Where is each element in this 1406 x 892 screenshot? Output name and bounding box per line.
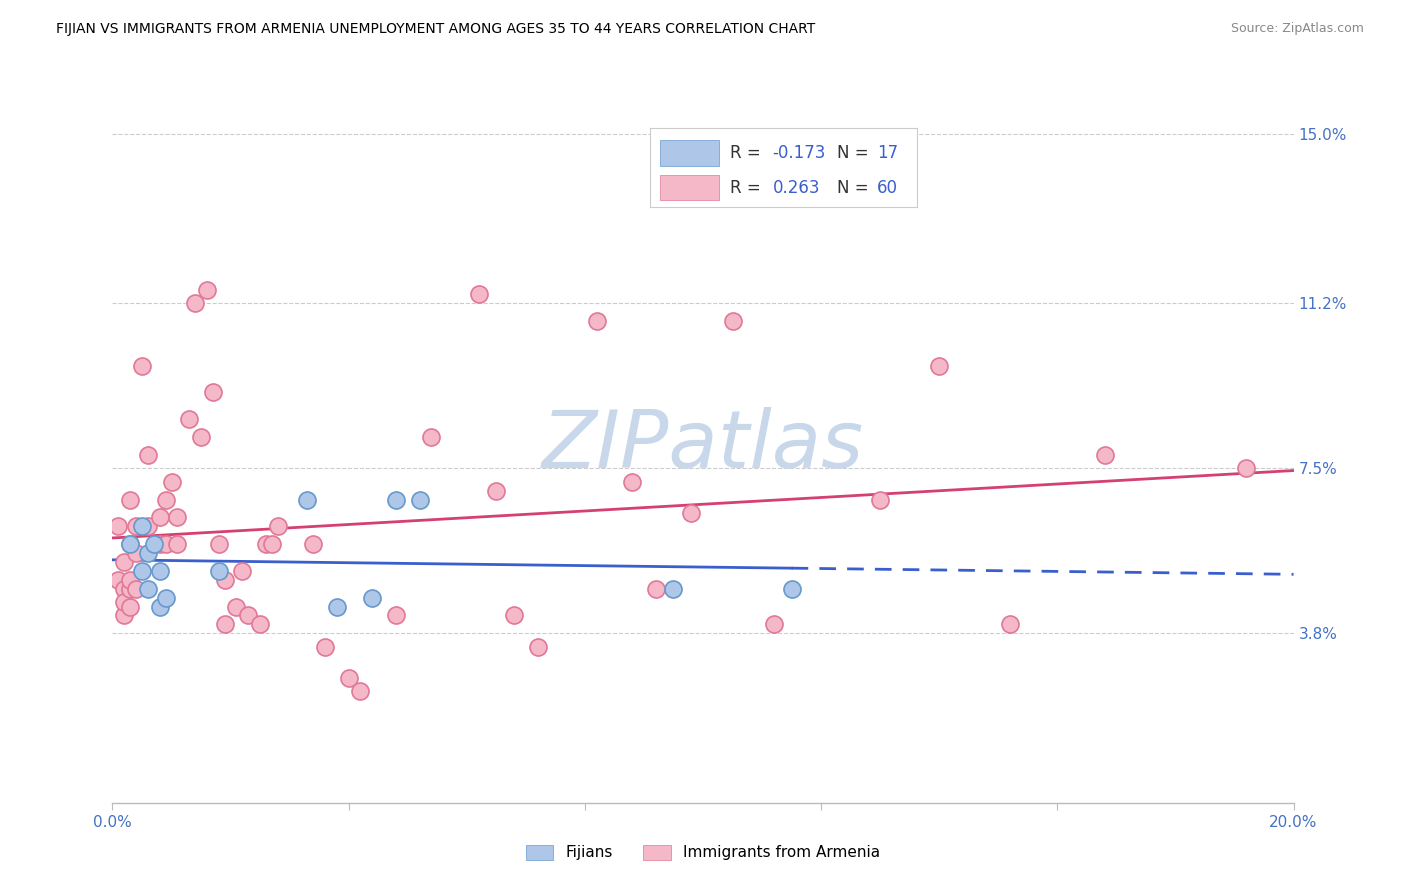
Point [681,506,703,520]
Text: R =: R = [730,144,766,162]
Point [503,608,526,623]
Point [120,492,142,507]
Point [249,617,271,632]
Point [928,359,950,373]
Point [166,537,188,551]
Text: N =: N = [837,178,873,196]
Point [112,608,135,623]
Text: 0.263: 0.263 [772,178,820,196]
Point [721,314,744,328]
Point [149,564,172,578]
Legend: Fijians, Immigrants from Armenia: Fijians, Immigrants from Armenia [520,838,886,866]
Point [125,546,148,560]
Point [762,617,785,632]
Text: N =: N = [837,144,873,162]
Point [166,510,188,524]
Point [136,448,159,462]
Point [149,510,172,524]
Point [267,519,290,533]
Text: R =: R = [730,178,766,196]
Point [142,537,165,551]
Point [408,492,430,507]
Point [526,640,548,654]
Point [1234,461,1257,475]
Point [254,537,277,551]
Point [160,475,183,489]
Point [208,564,231,578]
Bar [661,140,718,166]
Point [998,617,1021,632]
Point [1094,448,1116,462]
Point [260,537,283,551]
Point [136,519,159,533]
Point [467,287,489,301]
Point [314,640,336,654]
Point [112,582,135,596]
Text: 17: 17 [877,144,898,162]
Point [337,671,360,685]
Point [179,412,201,426]
Bar [661,175,718,201]
Point [120,599,142,614]
Point [112,595,135,609]
Point [155,591,177,605]
Point [225,599,247,614]
Point [214,573,236,587]
Point [208,537,231,551]
Point [349,684,371,698]
Point [131,519,153,533]
Point [361,591,384,605]
Point [302,537,325,551]
Point [780,582,803,596]
Point [385,492,408,507]
Point [201,385,224,400]
Point [184,296,207,310]
Point [621,475,644,489]
Text: -0.173: -0.173 [772,144,825,162]
Point [662,582,685,596]
Point [155,537,177,551]
Point [869,492,891,507]
Point [112,555,135,569]
Point [231,564,253,578]
Point [195,283,218,297]
Text: 60: 60 [877,178,897,196]
Point [131,564,153,578]
Text: ZIPatlas: ZIPatlas [541,407,865,485]
Point [125,582,148,596]
Point [297,492,319,507]
Point [120,582,142,596]
Point [326,599,349,614]
Point [238,608,260,623]
Point [107,573,129,587]
Point [120,537,142,551]
Point [136,582,159,596]
Point [644,582,666,596]
Point [585,314,607,328]
Point [131,359,153,373]
Point [120,573,142,587]
Text: Source: ZipAtlas.com: Source: ZipAtlas.com [1230,22,1364,36]
Point [420,430,443,444]
Text: FIJIAN VS IMMIGRANTS FROM ARMENIA UNEMPLOYMENT AMONG AGES 35 TO 44 YEARS CORRELA: FIJIAN VS IMMIGRANTS FROM ARMENIA UNEMPL… [56,22,815,37]
Point [107,519,129,533]
Point [485,483,508,498]
Point [120,537,142,551]
Point [149,599,172,614]
Point [155,492,177,507]
Point [136,546,159,560]
Point [125,519,148,533]
Point [149,537,172,551]
Point [214,617,236,632]
Point [190,430,212,444]
Point [385,608,408,623]
